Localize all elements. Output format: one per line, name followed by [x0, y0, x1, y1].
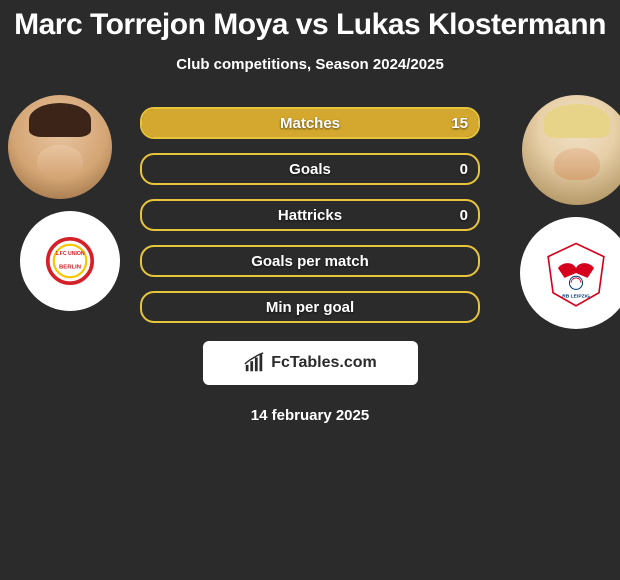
- stat-value-right: 15: [451, 115, 468, 132]
- watermark: FcTables.com: [203, 341, 418, 385]
- stat-row: Matches15: [140, 107, 480, 139]
- stat-row: Goals per match: [140, 245, 480, 277]
- date-text: 14 february 2025: [0, 407, 620, 424]
- rb-leipzig-logo-icon: RB LEIPZIG: [535, 232, 617, 314]
- stat-label: Goals: [142, 161, 478, 178]
- player-left-avatar: [8, 95, 112, 199]
- club-left-logo: 1.FC UNION BERLIN: [20, 211, 120, 311]
- svg-text:BERLIN: BERLIN: [59, 264, 81, 270]
- chart-icon: [243, 352, 265, 374]
- player-face-icon: [8, 95, 112, 199]
- stats-list: Matches15Goals0Hattricks0Goals per match…: [140, 107, 480, 337]
- stat-value-right: 0: [460, 207, 468, 224]
- comparison-content: 1.FC UNION BERLIN RB LEIPZIG Matches15 Go…: [0, 101, 620, 341]
- stat-value-right: 0: [460, 161, 468, 178]
- stat-label: Min per goal: [142, 299, 478, 316]
- svg-text:1.FC UNION: 1.FC UNION: [55, 251, 85, 257]
- stat-row: Goals0: [140, 153, 480, 185]
- stat-fill: [142, 109, 478, 137]
- watermark-text: FcTables.com: [271, 354, 377, 372]
- player-right-avatar: [522, 95, 620, 205]
- subtitle: Club competitions, Season 2024/2025: [0, 56, 620, 73]
- stat-label: Goals per match: [142, 253, 478, 270]
- stat-row: Hattricks0: [140, 199, 480, 231]
- stat-label: Hattricks: [142, 207, 478, 224]
- stat-row: Min per goal: [140, 291, 480, 323]
- page-title: Marc Torrejon Moya vs Lukas Klostermann: [0, 0, 620, 42]
- union-berlin-logo-icon: 1.FC UNION BERLIN: [33, 224, 107, 298]
- club-right-logo: RB LEIPZIG: [520, 217, 620, 329]
- player-face-icon: [522, 95, 620, 205]
- svg-text:RB LEIPZIG: RB LEIPZIG: [562, 294, 590, 300]
